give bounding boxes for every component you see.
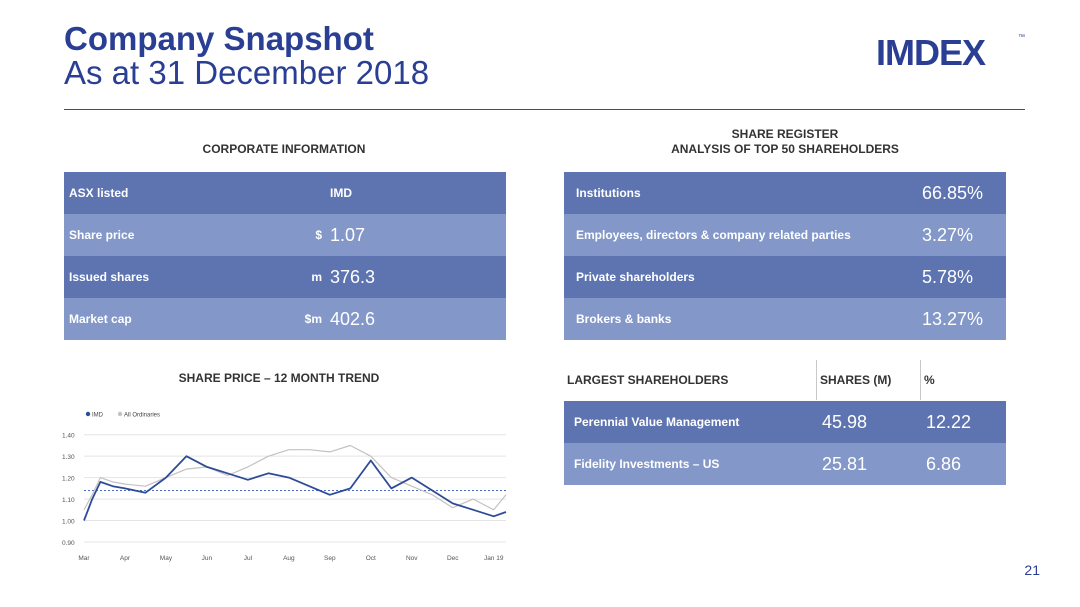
x-tick-label: Mar [78, 555, 90, 562]
row-label: Market cap [69, 312, 132, 326]
shareholder-name: Perennial Value Management [574, 415, 740, 429]
y-tick-label: 1.10 [62, 497, 75, 504]
row-value: 402.6 [330, 308, 376, 329]
table-row: Institutions 66.85% [564, 172, 1006, 214]
page-number: 21 [1024, 562, 1040, 578]
row-label: Employees, directors & company related p… [576, 228, 851, 242]
legend-label: IMD [92, 413, 104, 419]
largest-shareholders-header: LARGEST SHAREHOLDERS SHARES (M) % [564, 360, 1006, 400]
table-row: Brokers & banks 13.27% [564, 298, 1006, 340]
table-row: Issued shares m 376.3 [64, 256, 506, 298]
shareholder-shares: 25.81 [822, 453, 868, 474]
row-value: 5.78% [922, 266, 974, 287]
corporate-info-table: ASX listed IMD Share price $ 1.07 Issued… [64, 172, 506, 340]
row-unit: m [311, 270, 322, 284]
share-price-chart: 0.90 1.00 1.10 1.20 1.30 1.40 Mar Apr May Jun Jul A… [62, 411, 507, 562]
corporate-info-heading: CORPORATE INFORMATION [202, 142, 366, 156]
page-subtitle: As at 31 December 2018 [64, 54, 430, 91]
x-tick-label: Dec [447, 555, 459, 562]
x-tick-label: Sep [324, 555, 336, 562]
row-unit [282, 172, 330, 214]
largest-shareholders-table: Perennial Value Management 45.98 12.22 F… [564, 401, 1006, 485]
row-value: IMD [330, 186, 352, 200]
row-label: ASX listed [69, 186, 129, 200]
percent-column-heading: % [924, 373, 935, 387]
y-tick-label: 1.40 [62, 433, 75, 440]
share-register-heading-line2: ANALYSIS OF TOP 50 SHAREHOLDERS [671, 142, 899, 156]
row-value: 3.27% [922, 224, 974, 245]
legend-marker [117, 411, 123, 417]
x-tick-label: Jul [244, 555, 253, 562]
y-tick-label: 1.30 [62, 454, 75, 461]
share-register-heading: SHARE REGISTER ANALYSIS OF TOP 50 SHAREH… [564, 127, 1006, 157]
shareholder-percent: 6.86 [926, 453, 962, 474]
table-row: Share price $ 1.07 [64, 214, 506, 256]
x-tick-label: Apr [120, 555, 131, 562]
row-value: 1.07 [330, 224, 366, 245]
legend-marker [85, 411, 91, 417]
table-row: ASX listed IMD [64, 172, 506, 214]
row-label: Share price [69, 228, 135, 242]
x-tick-label: Nov [406, 555, 418, 562]
row-label: Institutions [576, 186, 641, 200]
row-value: 66.85% [922, 182, 984, 203]
x-tick-label: May [160, 555, 173, 562]
row-label: Private shareholders [576, 270, 695, 284]
x-tick-label: Oct [366, 555, 376, 562]
x-tick-label: Aug [283, 555, 295, 562]
table-row: Employees, directors & company related p… [564, 214, 1006, 256]
y-tick-label: 1.00 [62, 519, 75, 526]
row-label: Brokers & banks [576, 312, 672, 326]
column-divider [920, 360, 921, 400]
row-value: 13.27% [922, 308, 984, 329]
row-label: Issued shares [69, 270, 150, 284]
row-unit: $ [315, 228, 322, 242]
x-tick-label: Jan 19 [484, 555, 504, 562]
share-register-heading-line1: SHARE REGISTER [731, 127, 839, 141]
shareholder-name: Fidelity Investments – US [574, 457, 720, 471]
logo-tm: ™ [1018, 34, 1025, 41]
imdex-logo: IMDEX ™ [876, 32, 1025, 72]
shareholder-percent: 12.22 [926, 411, 972, 432]
column-divider [816, 360, 817, 400]
logo-text: IMDEX [876, 32, 986, 72]
table-row: Market cap $m 402.6 [64, 298, 506, 340]
shareholder-shares: 45.98 [822, 411, 868, 432]
share-register-table: Institutions 66.85% Employees, directors… [564, 172, 1006, 340]
y-tick-label: 0.90 [62, 540, 75, 547]
shares-column-heading: SHARES (M) [820, 373, 892, 387]
title-divider [64, 109, 1025, 110]
largest-shareholders-heading: LARGEST SHAREHOLDERS [567, 373, 729, 387]
y-tick-label: 1.20 [62, 476, 75, 483]
page-title: Company Snapshot [64, 20, 374, 57]
table-row: Fidelity Investments – US 25.81 6.86 [564, 443, 1006, 485]
table-row: Private shareholders 5.78% [564, 256, 1006, 298]
series-line [83, 455, 507, 521]
row-value: 376.3 [330, 266, 376, 287]
x-tick-label: Jun [202, 555, 213, 562]
legend-label: All Ordinaries [124, 413, 160, 419]
series-line [83, 444, 507, 511]
table-row: Perennial Value Management 45.98 12.22 [564, 401, 1006, 443]
share-price-trend-heading: SHARE PRICE – 12 MONTH TREND [178, 371, 380, 385]
row-unit: $m [304, 312, 322, 326]
